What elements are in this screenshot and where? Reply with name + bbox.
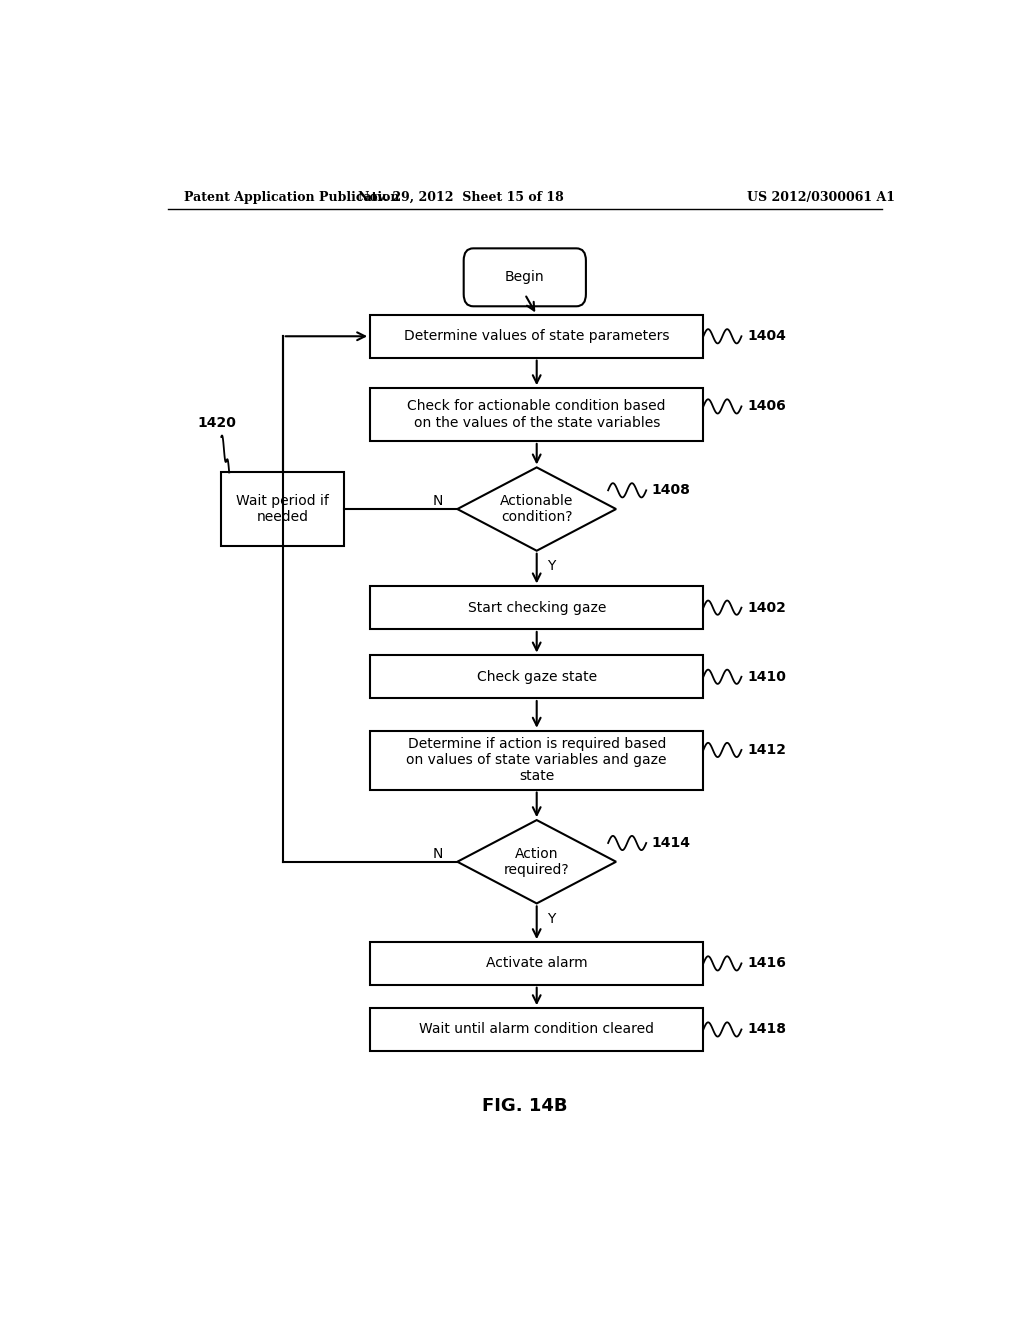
- Text: Determine values of state parameters: Determine values of state parameters: [403, 329, 670, 343]
- Text: Wait until alarm condition cleared: Wait until alarm condition cleared: [419, 1023, 654, 1036]
- Polygon shape: [458, 820, 616, 903]
- Text: 1420: 1420: [198, 416, 237, 430]
- Text: 1414: 1414: [652, 836, 691, 850]
- Text: US 2012/0300061 A1: US 2012/0300061 A1: [748, 190, 895, 203]
- Text: 1408: 1408: [652, 483, 690, 498]
- Text: 1406: 1406: [748, 400, 785, 413]
- Text: Check gaze state: Check gaze state: [476, 669, 597, 684]
- Text: Start checking gaze: Start checking gaze: [468, 601, 606, 615]
- Text: Wait period if
needed: Wait period if needed: [237, 494, 329, 524]
- Polygon shape: [458, 467, 616, 550]
- Text: 1410: 1410: [748, 669, 785, 684]
- Text: Y: Y: [547, 912, 555, 925]
- Text: Action
required?: Action required?: [504, 846, 569, 876]
- Bar: [370, 586, 703, 630]
- Text: Patent Application Publication: Patent Application Publication: [183, 190, 399, 203]
- Text: Activate alarm: Activate alarm: [486, 957, 588, 970]
- Text: 1412: 1412: [748, 743, 786, 756]
- Text: FIG. 14B: FIG. 14B: [482, 1097, 567, 1114]
- Text: 1402: 1402: [748, 601, 785, 615]
- Bar: [370, 1008, 703, 1051]
- Text: Check for actionable condition based
on the values of the state variables: Check for actionable condition based on …: [408, 400, 666, 429]
- Bar: [370, 656, 703, 698]
- Text: 1418: 1418: [748, 1023, 786, 1036]
- Bar: [221, 473, 344, 545]
- Text: 1404: 1404: [748, 329, 785, 343]
- Text: Nov. 29, 2012  Sheet 15 of 18: Nov. 29, 2012 Sheet 15 of 18: [358, 190, 564, 203]
- Text: N: N: [432, 846, 442, 861]
- FancyBboxPatch shape: [464, 248, 586, 306]
- Text: N: N: [432, 494, 442, 508]
- Text: Y: Y: [547, 558, 555, 573]
- Bar: [370, 388, 703, 441]
- Text: Determine if action is required based
on values of state variables and gaze
stat: Determine if action is required based on…: [407, 737, 667, 783]
- Text: Actionable
condition?: Actionable condition?: [500, 494, 573, 524]
- Bar: [370, 942, 703, 985]
- Text: Begin: Begin: [505, 271, 545, 284]
- Bar: [370, 315, 703, 358]
- Text: 1416: 1416: [748, 957, 785, 970]
- Bar: [370, 731, 703, 789]
